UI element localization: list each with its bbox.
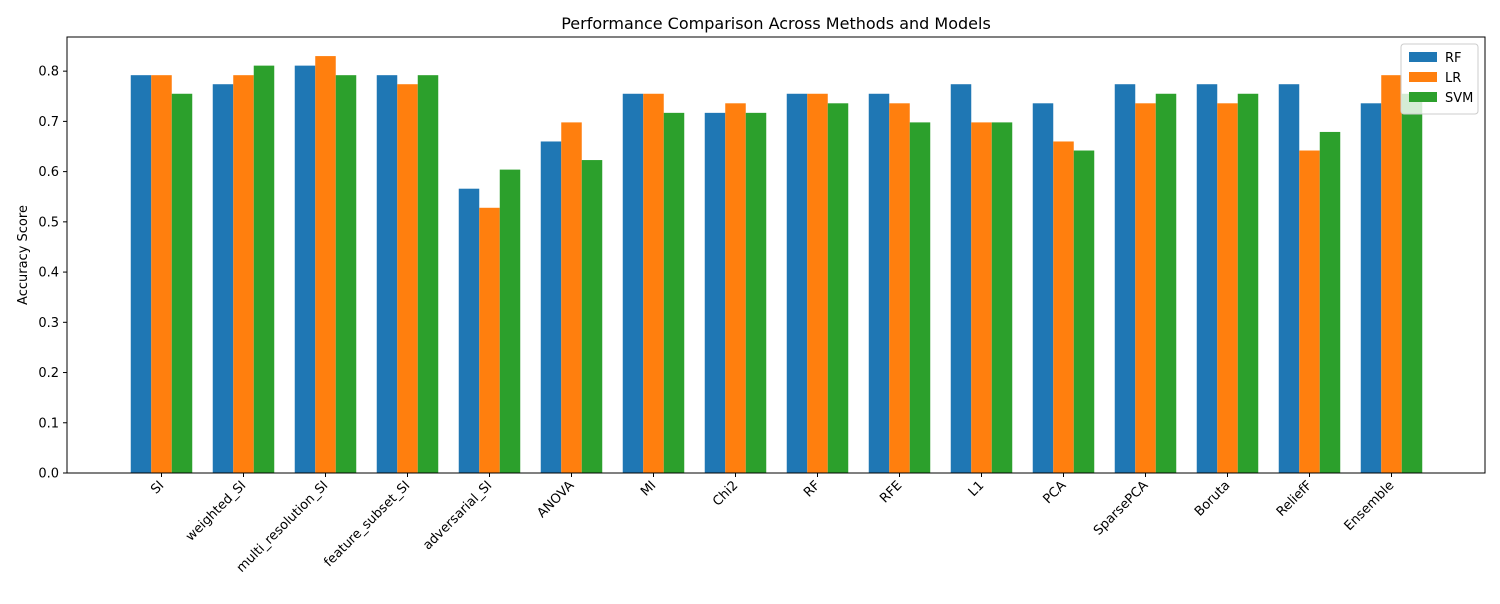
x-tick-label: ANOVA xyxy=(534,478,577,521)
legend-label-svm: SVM xyxy=(1445,91,1473,106)
y-tick-label: 0.2 xyxy=(38,366,59,381)
y-tick-label: 0.1 xyxy=(38,416,59,431)
x-tick-label: Boruta xyxy=(1192,478,1233,519)
bar-rf-rf xyxy=(786,93,808,473)
bar-rf-adversarial_si xyxy=(458,188,480,473)
x-tick-label: L1 xyxy=(966,478,988,500)
x-tick-label: feature_subset_SI xyxy=(321,478,413,570)
x-tick-label: RFE xyxy=(877,478,905,506)
bar-svm-pca xyxy=(1073,150,1095,473)
legend-label-lr: LR xyxy=(1445,71,1461,86)
bar-rf-relieff xyxy=(1278,84,1300,473)
bar-lr-si xyxy=(151,75,172,474)
x-tick-label: weighted_SI xyxy=(183,478,249,544)
bar-svm-adversarial_si xyxy=(499,169,521,474)
bar-svm-sparsepca xyxy=(1155,93,1177,473)
plot-frame xyxy=(66,36,1486,474)
y-tick-label: 0.8 xyxy=(38,65,59,80)
bar-rf-weighted_si xyxy=(212,84,234,473)
bar-svm-anova xyxy=(581,160,603,473)
bar-svm-ensemble xyxy=(1401,93,1423,473)
bar-lr-feature_subset_si xyxy=(397,84,418,473)
bar-svm-l1 xyxy=(991,122,1013,473)
x-tick-label: MI xyxy=(638,478,659,499)
bar-rf-anova xyxy=(540,141,562,474)
legend-swatch-lr xyxy=(1409,72,1437,82)
bar-svm-rfe xyxy=(909,122,931,473)
x-tick-label: RF xyxy=(801,478,823,500)
bar-rf-rfe xyxy=(868,93,890,473)
x-tick-label: Chi2 xyxy=(710,478,741,509)
bar-svm-rf xyxy=(827,103,849,474)
bar-svm-chi2 xyxy=(745,112,767,473)
x-tick-label: adversarial_SI xyxy=(420,478,495,553)
bar-lr-l1 xyxy=(971,122,992,473)
legend-label-rf: RF xyxy=(1445,51,1462,66)
bar-svm-mi xyxy=(663,112,685,473)
bar-lr-sparsepca xyxy=(1135,103,1156,474)
bar-rf-boruta xyxy=(1196,84,1218,473)
bar-rf-l1 xyxy=(950,84,972,473)
bar-lr-ensemble xyxy=(1381,75,1402,474)
bar-svm-weighted_si xyxy=(253,65,275,473)
bars-layer xyxy=(130,56,1423,474)
bar-lr-weighted_si xyxy=(233,75,254,474)
bar-svm-relieff xyxy=(1319,131,1341,473)
bar-lr-adversarial_si xyxy=(479,207,500,473)
bar-lr-rf xyxy=(807,93,828,473)
bar-svm-si xyxy=(171,93,193,473)
y-tick-label: 0.5 xyxy=(38,215,59,230)
bar-lr-boruta xyxy=(1217,103,1238,474)
legend-swatch-rf xyxy=(1409,52,1437,62)
x-tick-label: multi_resolution_SI xyxy=(234,478,331,575)
bar-rf-multi_resolution_si xyxy=(294,65,316,473)
y-tick-label: 0.6 xyxy=(38,165,59,180)
bar-rf-mi xyxy=(622,93,644,473)
bar-rf-feature_subset_si xyxy=(376,75,398,474)
bar-lr-rfe xyxy=(889,103,910,474)
bar-svm-boruta xyxy=(1237,93,1259,473)
y-tick-label: 0.0 xyxy=(38,467,59,482)
y-tick-label: 0.3 xyxy=(38,316,59,331)
bar-rf-ensemble xyxy=(1360,103,1382,474)
y-axis: 0.0 0.1 0.2 0.3 0.4 0.5 0.6 0.7 0.8 xyxy=(38,65,67,482)
bar-rf-si xyxy=(130,75,152,474)
bar-lr-relieff xyxy=(1299,150,1320,473)
bar-lr-mi xyxy=(643,93,664,473)
y-axis-label: Accuracy Score xyxy=(16,205,31,305)
y-tick-label: 0.7 xyxy=(38,115,59,130)
bar-rf-pca xyxy=(1032,103,1054,474)
x-tick-label: PCA xyxy=(1040,478,1069,507)
legend-swatch-svm xyxy=(1409,92,1437,102)
bar-lr-pca xyxy=(1053,141,1074,474)
x-tick-label: ReliefF xyxy=(1274,478,1316,520)
bar-lr-multi_resolution_si xyxy=(315,56,336,474)
x-tick-label: Ensemble xyxy=(1342,478,1398,534)
x-axis: SI weighted_SImulti_resolution_SIfeature_… xyxy=(148,473,1397,576)
bar-svm-multi_resolution_si xyxy=(335,75,357,474)
y-tick-label: 0.4 xyxy=(38,266,59,281)
bar-lr-chi2 xyxy=(725,103,746,474)
bar-rf-sparsepca xyxy=(1114,84,1136,473)
bar-svm-feature_subset_si xyxy=(417,75,439,474)
bar-lr-anova xyxy=(561,122,582,473)
bar-rf-chi2 xyxy=(704,112,726,473)
x-tick-label: SI xyxy=(148,478,167,497)
chart-title: Performance Comparison Across Methods an… xyxy=(561,14,991,33)
legend: RF LR SVM xyxy=(1400,43,1479,115)
x-tick-label: SparsePCA xyxy=(1091,478,1151,538)
